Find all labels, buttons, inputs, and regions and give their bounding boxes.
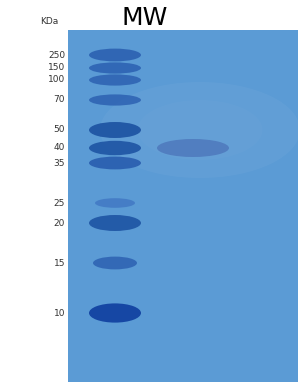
Ellipse shape — [89, 62, 141, 74]
Text: KDa: KDa — [40, 18, 58, 27]
Text: 70: 70 — [54, 96, 65, 105]
Text: 50: 50 — [54, 126, 65, 135]
Text: 10: 10 — [54, 308, 65, 317]
Text: 250: 250 — [48, 50, 65, 60]
Text: 150: 150 — [48, 64, 65, 73]
Text: 40: 40 — [54, 144, 65, 152]
Ellipse shape — [89, 94, 141, 106]
Text: 25: 25 — [54, 199, 65, 207]
Ellipse shape — [89, 303, 141, 323]
Bar — [68, 30, 298, 382]
Text: 35: 35 — [54, 158, 65, 167]
Ellipse shape — [89, 157, 141, 169]
Ellipse shape — [93, 257, 137, 269]
Text: 15: 15 — [54, 259, 65, 268]
Ellipse shape — [89, 141, 141, 155]
Ellipse shape — [89, 49, 141, 61]
Text: 20: 20 — [54, 218, 65, 227]
Ellipse shape — [89, 122, 141, 138]
Text: 100: 100 — [48, 76, 65, 85]
Ellipse shape — [89, 215, 141, 231]
Ellipse shape — [89, 74, 141, 85]
Ellipse shape — [95, 198, 135, 208]
Ellipse shape — [157, 139, 229, 157]
Text: MW: MW — [122, 6, 168, 30]
